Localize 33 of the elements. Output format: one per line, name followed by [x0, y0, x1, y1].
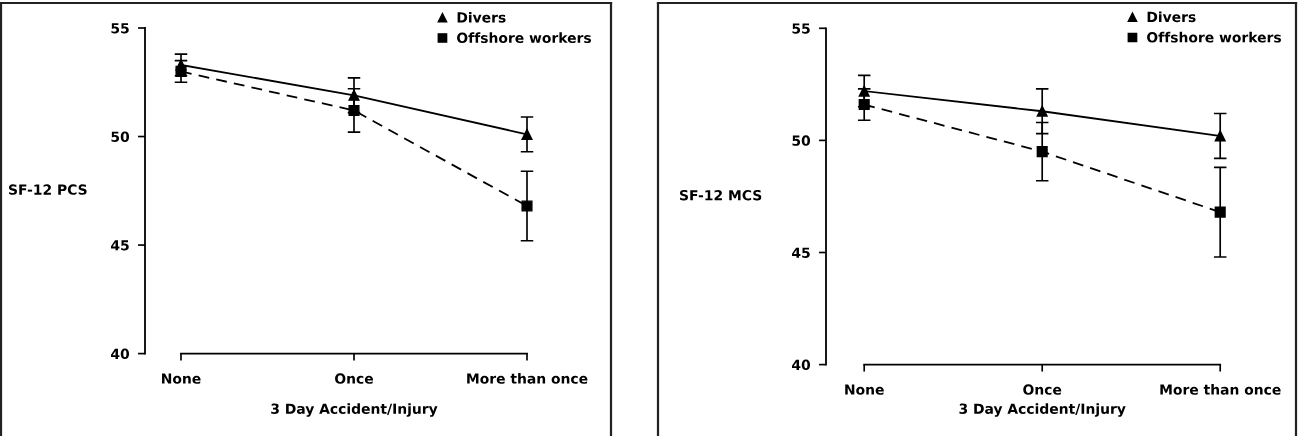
point: [175, 65, 187, 77]
point: [858, 98, 870, 111]
x-axis-title: 3 Day Accident/Injury: [271, 403, 438, 417]
y-tick-label: 50: [111, 131, 130, 143]
y-tick-label: 50: [792, 135, 811, 146]
legend-label: Divers: [1147, 11, 1196, 23]
point: [348, 89, 360, 101]
y-tick-label: 45: [792, 247, 810, 258]
y-tick-label: 40: [792, 359, 811, 371]
point: [858, 85, 870, 97]
point: [1036, 146, 1048, 158]
x-tick-label: Once: [1023, 384, 1062, 395]
x-axis-title: 3 Day Accident/Injury: [959, 403, 1126, 417]
point: [521, 128, 533, 140]
x-tick-label: None: [162, 373, 201, 384]
legend-label: Offshore workers: [457, 32, 592, 44]
point: [348, 104, 360, 117]
x-tick-label: More than once: [1160, 384, 1281, 395]
point: [1214, 130, 1226, 142]
y-tick-label: 45: [111, 240, 129, 251]
y-axis-title: SF-12 MCS: [680, 189, 762, 201]
legend-label: Offshore workers: [1147, 31, 1282, 43]
legend-label: Divers: [457, 11, 506, 23]
x-tick-label: Once: [335, 373, 373, 384]
point: [1214, 206, 1226, 218]
x-tick-label: More than once: [467, 373, 588, 384]
y-tick-label: 40: [111, 348, 130, 360]
point: [521, 200, 533, 212]
y-axis-title: SF-12 PCS: [9, 184, 87, 195]
point: [1036, 105, 1048, 117]
y-tick-label: 55: [111, 23, 129, 34]
y-tick-label: 55: [792, 23, 810, 34]
x-tick-label: None: [845, 384, 884, 395]
